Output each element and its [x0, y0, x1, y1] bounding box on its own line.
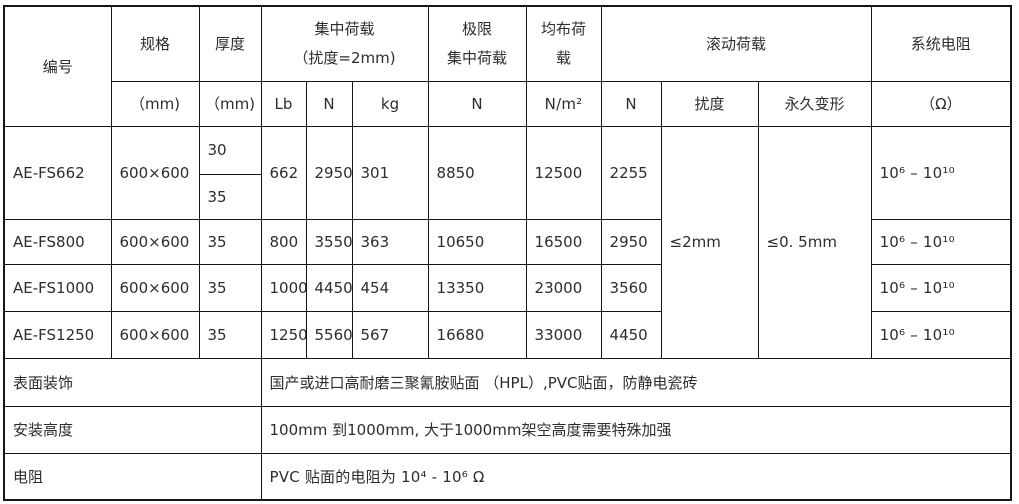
lb-cell: 1000 [260, 263, 307, 312]
model-cell: AE-FS1000 [3, 263, 112, 312]
n-cell: 2950 [305, 125, 353, 220]
kg-cell: 363 [351, 218, 429, 265]
table-row: AE-FS1000 600×600 35 1000 4450 454 13350… [3, 263, 1012, 312]
ultimate-cell: 16680 [427, 310, 527, 359]
spec-cell: 600×600 [110, 125, 200, 220]
header-spec: 规格 [110, 5, 200, 82]
thickness-cell: 35 [198, 310, 262, 359]
table-row: AE-FS1250 600×600 35 1250 5560 567 16680… [3, 310, 1012, 359]
info-value: 国产或进口高耐磨三聚氰胺贴面 （HPL）,PVC贴面，防静电瓷砖 [260, 357, 1012, 407]
header-concentrated-load: 集中荷载 （扰度=2mm) [260, 5, 429, 82]
info-label: 电阻 [3, 452, 262, 501]
lb-cell: 1250 [260, 310, 307, 359]
spec-cell: 600×600 [110, 263, 200, 312]
header-row-groups: 编号 规格 厚度 集中荷载 （扰度=2mm) 极限 集中荷载 均布荷 载 滚动荷… [3, 5, 1012, 127]
spec-table: 编号 规格 厚度 集中荷载 （扰度=2mm) 极限 集中荷载 均布荷 载 滚动荷… [3, 5, 1013, 501]
header-rolling-load: 滚动荷载 [600, 5, 872, 82]
resistance-cell: 10⁶ – 10¹⁰ [870, 263, 1012, 312]
header-resistance-unit: （Ω） [870, 80, 1012, 127]
header-thickness: 厚度 [198, 5, 262, 82]
thickness-cell: 35 [198, 218, 262, 265]
ultimate-cell: 10650 [427, 218, 527, 265]
kg-cell: 567 [351, 310, 429, 359]
header-row-units: （mm) （mm) Lb N kg N N/m² N 扰度 永久变形 （Ω） [4, 80, 1012, 127]
rolling-permanent-cell: ≤0. 5mm [757, 125, 872, 359]
table-row: 35 [4, 173, 1011, 220]
info-row-height: 安装高度 100mm 到1000mm, 大于1000mm架空高度需要特殊加强 [3, 405, 1012, 454]
info-label: 表面装饰 [3, 357, 262, 407]
n-cell: 3550 [305, 218, 353, 265]
uniform-cell: 16500 [525, 218, 602, 265]
header-ultimate-unit: N [427, 80, 527, 127]
header-unit-kg: kg [351, 80, 429, 127]
kg-cell: 301 [351, 125, 429, 220]
ultimate-cell: 8850 [427, 125, 527, 220]
header-rolling-deflection: 扰度 [660, 80, 759, 127]
rolling-n-cell: 2255 [600, 125, 662, 220]
rolling-deflection-cell: ≤2mm [660, 125, 759, 359]
model-cell: AE-FS800 [3, 218, 112, 265]
spec-cell: 600×600 [110, 218, 200, 265]
rolling-n-cell: 4450 [600, 310, 662, 359]
header-rolling-unit-n: N [600, 80, 662, 127]
header-rolling-permanent: 永久变形 [757, 80, 872, 127]
header-unit-n: N [305, 80, 353, 127]
header-system-resistance: 系统电阻 [870, 5, 1012, 82]
model-cell: AE-FS1250 [3, 310, 112, 359]
thickness-cell-bottom: 35 [198, 173, 262, 220]
uniform-cell: 12500 [525, 125, 602, 220]
thickness-cell-top: 30 [198, 125, 262, 175]
thickness-cell: 35 [198, 263, 262, 312]
n-cell: 5560 [305, 310, 353, 359]
info-row-surface: 表面装饰 国产或进口高耐磨三聚氰胺贴面 （HPL）,PVC贴面，防静电瓷砖 [3, 357, 1012, 407]
table-row: AE-FS800 600×600 35 800 3550 363 10650 1… [3, 218, 1012, 265]
resistance-cell: 10⁶ – 10¹⁰ [870, 218, 1012, 265]
ultimate-cell: 13350 [427, 263, 527, 312]
kg-cell: 454 [351, 263, 429, 312]
uniform-cell: 33000 [525, 310, 602, 359]
info-value: PVC 贴面的电阻为 10⁴ - 10⁶ Ω [260, 452, 1012, 501]
header-model: 编号 [3, 5, 112, 127]
header-thickness-unit: （mm) [198, 80, 262, 127]
model-cell: AE-FS662 [3, 125, 112, 220]
rolling-n-cell: 2950 [600, 218, 662, 265]
info-label: 安装高度 [3, 405, 262, 454]
resistance-cell: 10⁶ – 10¹⁰ [870, 310, 1012, 359]
header-spec-unit: （mm) [110, 80, 200, 127]
header-uniform-unit: N/m² [525, 80, 602, 127]
rolling-n-cell: 3560 [600, 263, 662, 312]
info-row-resistance: 电阻 PVC 贴面的电阻为 10⁴ - 10⁶ Ω [3, 452, 1012, 501]
header-ultimate-load: 极限 集中荷载 [427, 5, 527, 82]
spec-cell: 600×600 [110, 310, 200, 359]
header-unit-lb: Lb [260, 80, 307, 127]
table-row: AE-FS662 600×600 30 662 2950 301 8850 12… [3, 125, 1012, 359]
info-value: 100mm 到1000mm, 大于1000mm架空高度需要特殊加强 [260, 405, 1012, 454]
resistance-cell: 10⁶ – 10¹⁰ [870, 125, 1012, 220]
uniform-cell: 23000 [525, 263, 602, 312]
n-cell: 4450 [305, 263, 353, 312]
lb-cell: 662 [260, 125, 307, 220]
header-uniform-load: 均布荷 载 [525, 5, 602, 82]
lb-cell: 800 [260, 218, 307, 265]
